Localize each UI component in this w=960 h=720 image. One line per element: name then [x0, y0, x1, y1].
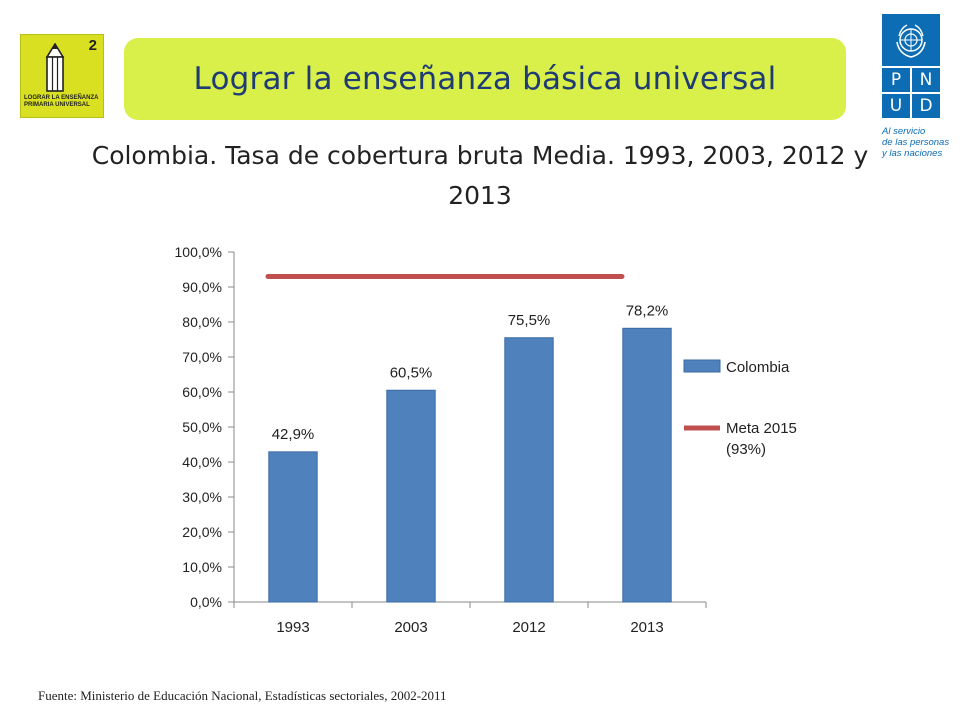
- y-tick-label: 70,0%: [182, 349, 222, 365]
- data-label: 78,2%: [626, 302, 669, 319]
- data-label: 75,5%: [508, 312, 551, 329]
- data-label: 42,9%: [272, 426, 315, 443]
- page-title: Lograr la enseñanza básica universal: [193, 61, 777, 97]
- pencil-icon: [45, 43, 65, 92]
- y-tick-label: 20,0%: [182, 524, 222, 540]
- goal-number: 2: [88, 37, 97, 54]
- pnud-logo: P N U D Al servicio de las personas y la…: [882, 14, 949, 159]
- legend-label-meta: Meta 2015: [726, 420, 797, 437]
- bar-1993: [268, 451, 318, 603]
- title-bar: Lograr la enseñanza básica universal: [124, 38, 846, 120]
- x-tick-label: 2012: [512, 619, 545, 636]
- logo-cell: D: [912, 94, 940, 118]
- source-note: Fuente: Ministerio de Educación Nacional…: [38, 688, 447, 703]
- y-tick-label: 40,0%: [182, 454, 222, 470]
- x-tick-label: 2003: [394, 619, 427, 636]
- bar-2003: [386, 389, 436, 603]
- y-tick-label: 90,0%: [182, 279, 222, 295]
- legend-label-meta: (93%): [726, 441, 766, 458]
- bar-2013: [622, 327, 672, 603]
- y-tick-label: 0,0%: [190, 594, 222, 610]
- x-tick-label: 1993: [276, 619, 309, 636]
- y-tick-label: 80,0%: [182, 314, 222, 330]
- un-emblem-icon: [882, 14, 940, 66]
- chart-title: Colombia. Tasa de cobertura bruta Media.…: [91, 141, 869, 210]
- logo-cell: N: [912, 68, 940, 92]
- logo-cell: U: [882, 94, 910, 118]
- y-tick-label: 10,0%: [182, 559, 222, 575]
- logo-tagline: Al servicio de las personas y las nacion…: [882, 126, 950, 159]
- y-tick-label: 100,0%: [175, 244, 222, 260]
- legend-swatch-colombia: [683, 359, 721, 373]
- bar-2012: [504, 337, 554, 603]
- y-tick-label: 60,0%: [182, 384, 222, 400]
- logo-cell: P: [882, 68, 910, 92]
- data-label: 60,5%: [390, 364, 433, 381]
- x-tick-label: 2013: [630, 619, 663, 636]
- legend-label-colombia: Colombia: [726, 359, 790, 376]
- mdg-goal-badge: 2 LOGRAR LA ENSEÑANZA PRIMARIA UNIVERSAL: [20, 34, 104, 118]
- badge-text: LOGRAR LA ENSEÑANZA PRIMARIA UNIVERSAL: [24, 95, 99, 108]
- bar-chart: 0,0% 10,0% 20,0% 30,0% 40,0% 50,0% 60,0% 70,0% 8…: [175, 244, 797, 636]
- y-tick-label: 30,0%: [182, 489, 222, 505]
- y-tick-label: 50,0%: [182, 419, 222, 435]
